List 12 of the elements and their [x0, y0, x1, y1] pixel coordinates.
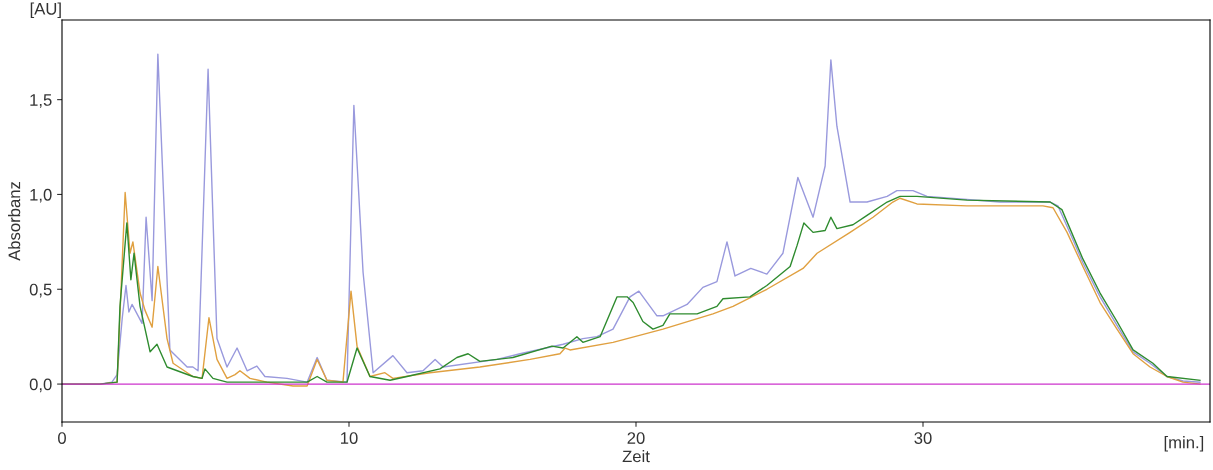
- x-axis-title: Zeit: [622, 450, 650, 463]
- text: [AU]: [30, 2, 61, 18]
- y-axis-title: Absorbanz: [8, 181, 21, 261]
- text: [min.]: [1164, 436, 1204, 452]
- y-tick-label: 1,0: [30, 188, 52, 203]
- x-tick-label: 30: [914, 432, 932, 444]
- y-tick-label: 0,5: [29, 283, 52, 298]
- y-tick-label: 1,5: [30, 94, 52, 108]
- y-tick-label: 0,0: [29, 378, 52, 393]
- x-tick-label: 10: [341, 432, 358, 444]
- x-tick-label: 20: [627, 432, 645, 444]
- x-tick-label: 0: [58, 432, 66, 444]
